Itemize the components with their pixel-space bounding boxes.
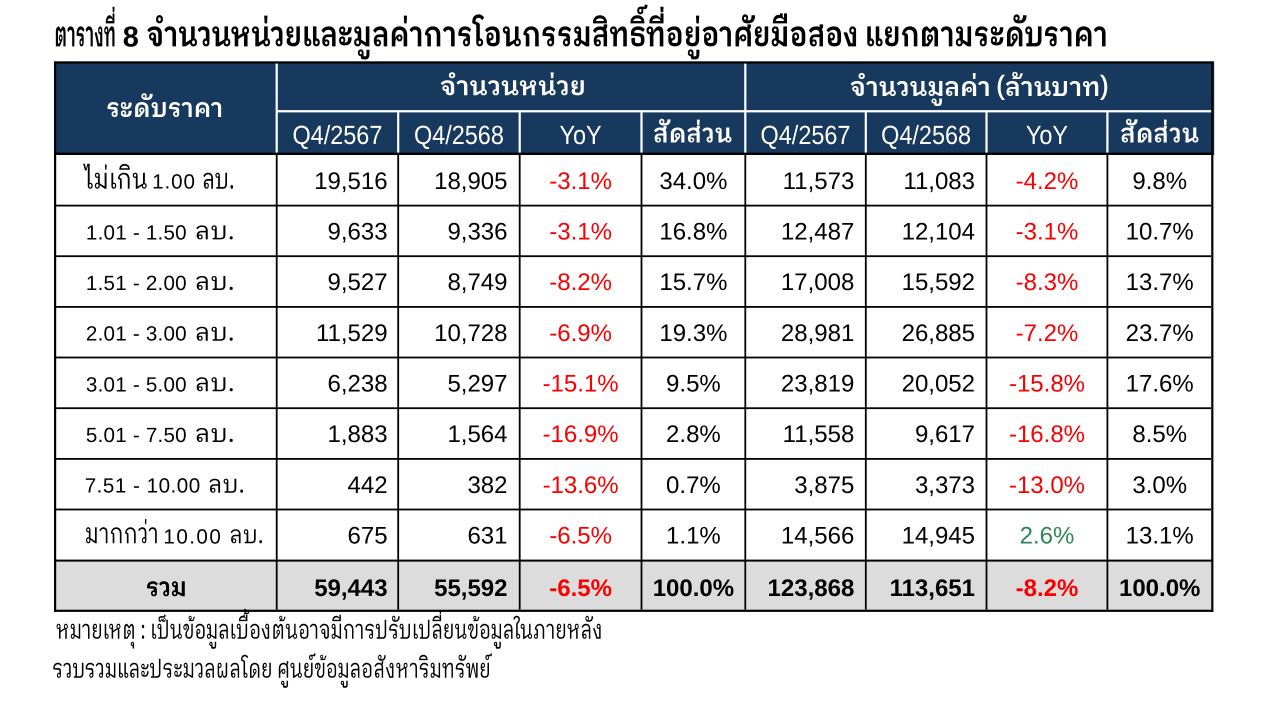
svg-text:14,945: 14,945 (902, 523, 975, 550)
svg-text:100.0%: 100.0% (1119, 575, 1200, 602)
svg-text:17,008: 17,008 (781, 269, 854, 296)
svg-text:-13.0%: -13.0% (1009, 472, 1085, 499)
svg-text:9,336: 9,336 (447, 219, 507, 246)
svg-text:10.00: 10.00 (163, 525, 220, 548)
svg-text:123,868: 123,868 (768, 575, 855, 602)
svg-text:15.7%: 15.7% (659, 269, 727, 296)
svg-text:6,238: 6,238 (328, 371, 388, 398)
svg-text:-15.8%: -15.8% (1009, 371, 1085, 398)
svg-text:9,633: 9,633 (328, 219, 388, 246)
svg-text:-13.6%: -13.6% (543, 472, 619, 499)
svg-text:28,981: 28,981 (781, 320, 854, 347)
svg-text:8.5%: 8.5% (1132, 421, 1187, 448)
svg-text:11,529: 11,529 (316, 320, 388, 347)
svg-text:34.0%: 34.0% (659, 168, 727, 195)
svg-text:-16.9%: -16.9% (543, 421, 619, 448)
svg-text:19,516: 19,516 (314, 168, 387, 195)
svg-text:7.51 - 10.00: 7.51 - 10.00 (85, 475, 201, 498)
svg-text:9,617: 9,617 (915, 421, 975, 448)
svg-text:11,558: 11,558 (783, 421, 855, 448)
svg-text:16.8%: 16.8% (659, 219, 727, 246)
svg-text:5,297: 5,297 (447, 371, 507, 398)
svg-text:0.7%: 0.7% (666, 472, 721, 499)
svg-text:12,487: 12,487 (781, 219, 854, 246)
svg-text:3.01 - 5.00: 3.01 - 5.00 (86, 373, 187, 396)
svg-text:5.01 - 7.50: 5.01 - 7.50 (86, 424, 187, 447)
svg-text:Q4/2567: Q4/2567 (292, 120, 382, 150)
svg-text:55,592: 55,592 (434, 575, 507, 602)
svg-text:-6.5%: -6.5% (549, 575, 612, 602)
svg-text:17.6%: 17.6% (1126, 371, 1194, 398)
svg-text:1,883: 1,883 (328, 421, 388, 448)
svg-text:-3.1%: -3.1% (549, 219, 612, 246)
svg-text:8,749: 8,749 (447, 269, 507, 296)
svg-text:-8.2%: -8.2% (549, 269, 612, 296)
svg-text:-4.2%: -4.2% (1016, 168, 1079, 195)
svg-text:9,527: 9,527 (328, 269, 388, 296)
svg-text:2.01 - 3.00: 2.01 - 3.00 (86, 323, 187, 346)
svg-text:13.1%: 13.1% (1126, 523, 1194, 550)
svg-text:-6.5%: -6.5% (549, 523, 612, 550)
svg-text:13.7%: 13.7% (1126, 269, 1194, 296)
svg-text:YoY: YoY (1026, 120, 1068, 150)
svg-text:631: 631 (467, 523, 507, 550)
svg-text:-8.2%: -8.2% (1016, 575, 1079, 602)
svg-text:-8.3%: -8.3% (1016, 269, 1079, 296)
svg-text:Q4/2568: Q4/2568 (881, 120, 971, 150)
svg-text:-6.9%: -6.9% (549, 320, 612, 347)
svg-text:675: 675 (348, 523, 388, 550)
svg-text:18,905: 18,905 (434, 168, 507, 195)
svg-text:100.0%: 100.0% (653, 575, 734, 602)
svg-text:-15.1%: -15.1% (543, 371, 619, 398)
svg-text:10,728: 10,728 (434, 320, 507, 347)
svg-text:8: 8 (123, 21, 139, 53)
svg-text:1.1%: 1.1% (666, 523, 721, 550)
svg-text:14,566: 14,566 (781, 523, 854, 550)
svg-text:12,104: 12,104 (902, 219, 975, 246)
svg-text:23,819: 23,819 (781, 371, 854, 398)
svg-text:1,564: 1,564 (447, 421, 507, 448)
svg-text:9.8%: 9.8% (1132, 168, 1187, 195)
svg-text:YoY: YoY (560, 120, 602, 150)
svg-text:-7.2%: -7.2% (1016, 320, 1079, 347)
svg-text:11,083: 11,083 (903, 168, 975, 195)
svg-text:1.00: 1.00 (152, 171, 195, 194)
svg-text:59,443: 59,443 (314, 575, 387, 602)
svg-text:15,592: 15,592 (902, 269, 975, 296)
svg-text:1.51 - 2.00: 1.51 - 2.00 (86, 272, 187, 295)
svg-text:Q4/2567: Q4/2567 (761, 120, 851, 150)
svg-text:20,052: 20,052 (902, 371, 975, 398)
svg-text:Q4/2568: Q4/2568 (414, 120, 504, 150)
svg-text:10.7%: 10.7% (1126, 219, 1194, 246)
svg-text:-3.1%: -3.1% (1016, 219, 1079, 246)
svg-text:2.8%: 2.8% (666, 421, 721, 448)
svg-text:23.7%: 23.7% (1126, 320, 1194, 347)
svg-text:442: 442 (348, 472, 388, 499)
svg-text:3,373: 3,373 (915, 472, 975, 499)
svg-text:26,885: 26,885 (902, 320, 975, 347)
svg-text:3,875: 3,875 (794, 472, 854, 499)
svg-text:-16.8%: -16.8% (1009, 421, 1085, 448)
svg-text:9.5%: 9.5% (666, 371, 721, 398)
svg-text:-3.1%: -3.1% (549, 168, 612, 195)
svg-text:113,651: 113,651 (890, 575, 975, 602)
svg-text:382: 382 (467, 472, 507, 499)
svg-text:11,573: 11,573 (783, 168, 855, 195)
svg-text:19.3%: 19.3% (659, 320, 727, 347)
svg-text:2.6%: 2.6% (1020, 523, 1075, 550)
svg-text:3.0%: 3.0% (1132, 472, 1187, 499)
svg-text:1.01 - 1.50: 1.01 - 1.50 (86, 221, 187, 244)
